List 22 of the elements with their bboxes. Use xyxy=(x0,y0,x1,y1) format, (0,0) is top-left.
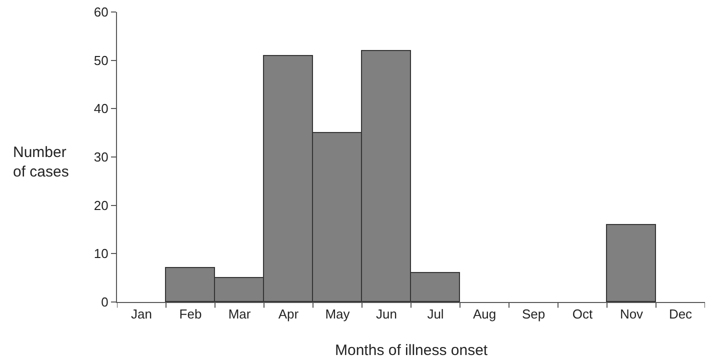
y-axis-title: Number of cases xyxy=(13,144,69,180)
x-tick-label: May xyxy=(325,306,350,322)
y-tick-label: 30 xyxy=(94,150,108,165)
y-tick-label: 0 xyxy=(101,294,108,310)
y-tick-label: 50 xyxy=(94,52,108,68)
x-axis-title: Months of illness onset xyxy=(335,342,488,359)
x-tick-label: Sep xyxy=(522,306,546,322)
y-tick-label: 10 xyxy=(94,246,108,262)
x-tick-label: Dec xyxy=(668,306,693,322)
x-tick-label: Jul xyxy=(427,306,444,322)
y-tick-label: 40 xyxy=(94,101,108,116)
x-tick-label: Apr xyxy=(278,306,300,322)
x-tick-label: Oct xyxy=(572,306,593,322)
bar xyxy=(606,224,656,302)
x-tick-label: Aug xyxy=(472,306,496,322)
x-tick-label: Nov xyxy=(620,306,644,322)
x-tick-label: Jun xyxy=(376,306,397,322)
x-tick-label: Mar xyxy=(228,306,252,322)
x-tick-label: Jan xyxy=(131,306,152,322)
y-tick-label: 60 xyxy=(94,4,108,20)
x-tick-label: Feb xyxy=(179,306,202,322)
y-tick-label: 20 xyxy=(94,198,108,213)
